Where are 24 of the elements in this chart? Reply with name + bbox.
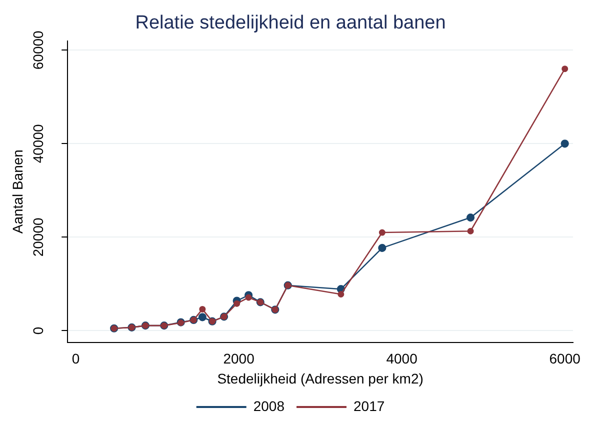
legend-label: 2008 — [253, 398, 285, 414]
y-axis-title: Aantal Banen — [9, 150, 26, 234]
point — [378, 229, 386, 236]
point — [245, 294, 252, 301]
x-axis-title: Stedelijkheid (Adressen per km2) — [217, 370, 424, 386]
x-tick-label: 2000 — [223, 350, 255, 367]
point — [338, 290, 344, 298]
point — [198, 313, 206, 322]
x-tick-label: 6000 — [549, 350, 581, 367]
point — [560, 140, 569, 148]
point — [378, 244, 386, 252]
point — [234, 300, 240, 307]
x-tick-label: 4000 — [386, 350, 418, 367]
y-tick-label: 0 — [30, 326, 46, 335]
y-tick-label: 40000 — [30, 124, 46, 164]
point — [466, 214, 475, 222]
point — [467, 228, 474, 234]
legend-label: 2017 — [354, 398, 385, 414]
point — [562, 66, 568, 72]
chart-title: Relatie stedelijkheid en aantal banen — [135, 12, 446, 34]
x-tick-label: 0 — [72, 350, 80, 367]
y-tick-label: 20000 — [30, 218, 46, 257]
point — [199, 306, 206, 312]
y-tick-label: 60000 — [30, 30, 46, 70]
